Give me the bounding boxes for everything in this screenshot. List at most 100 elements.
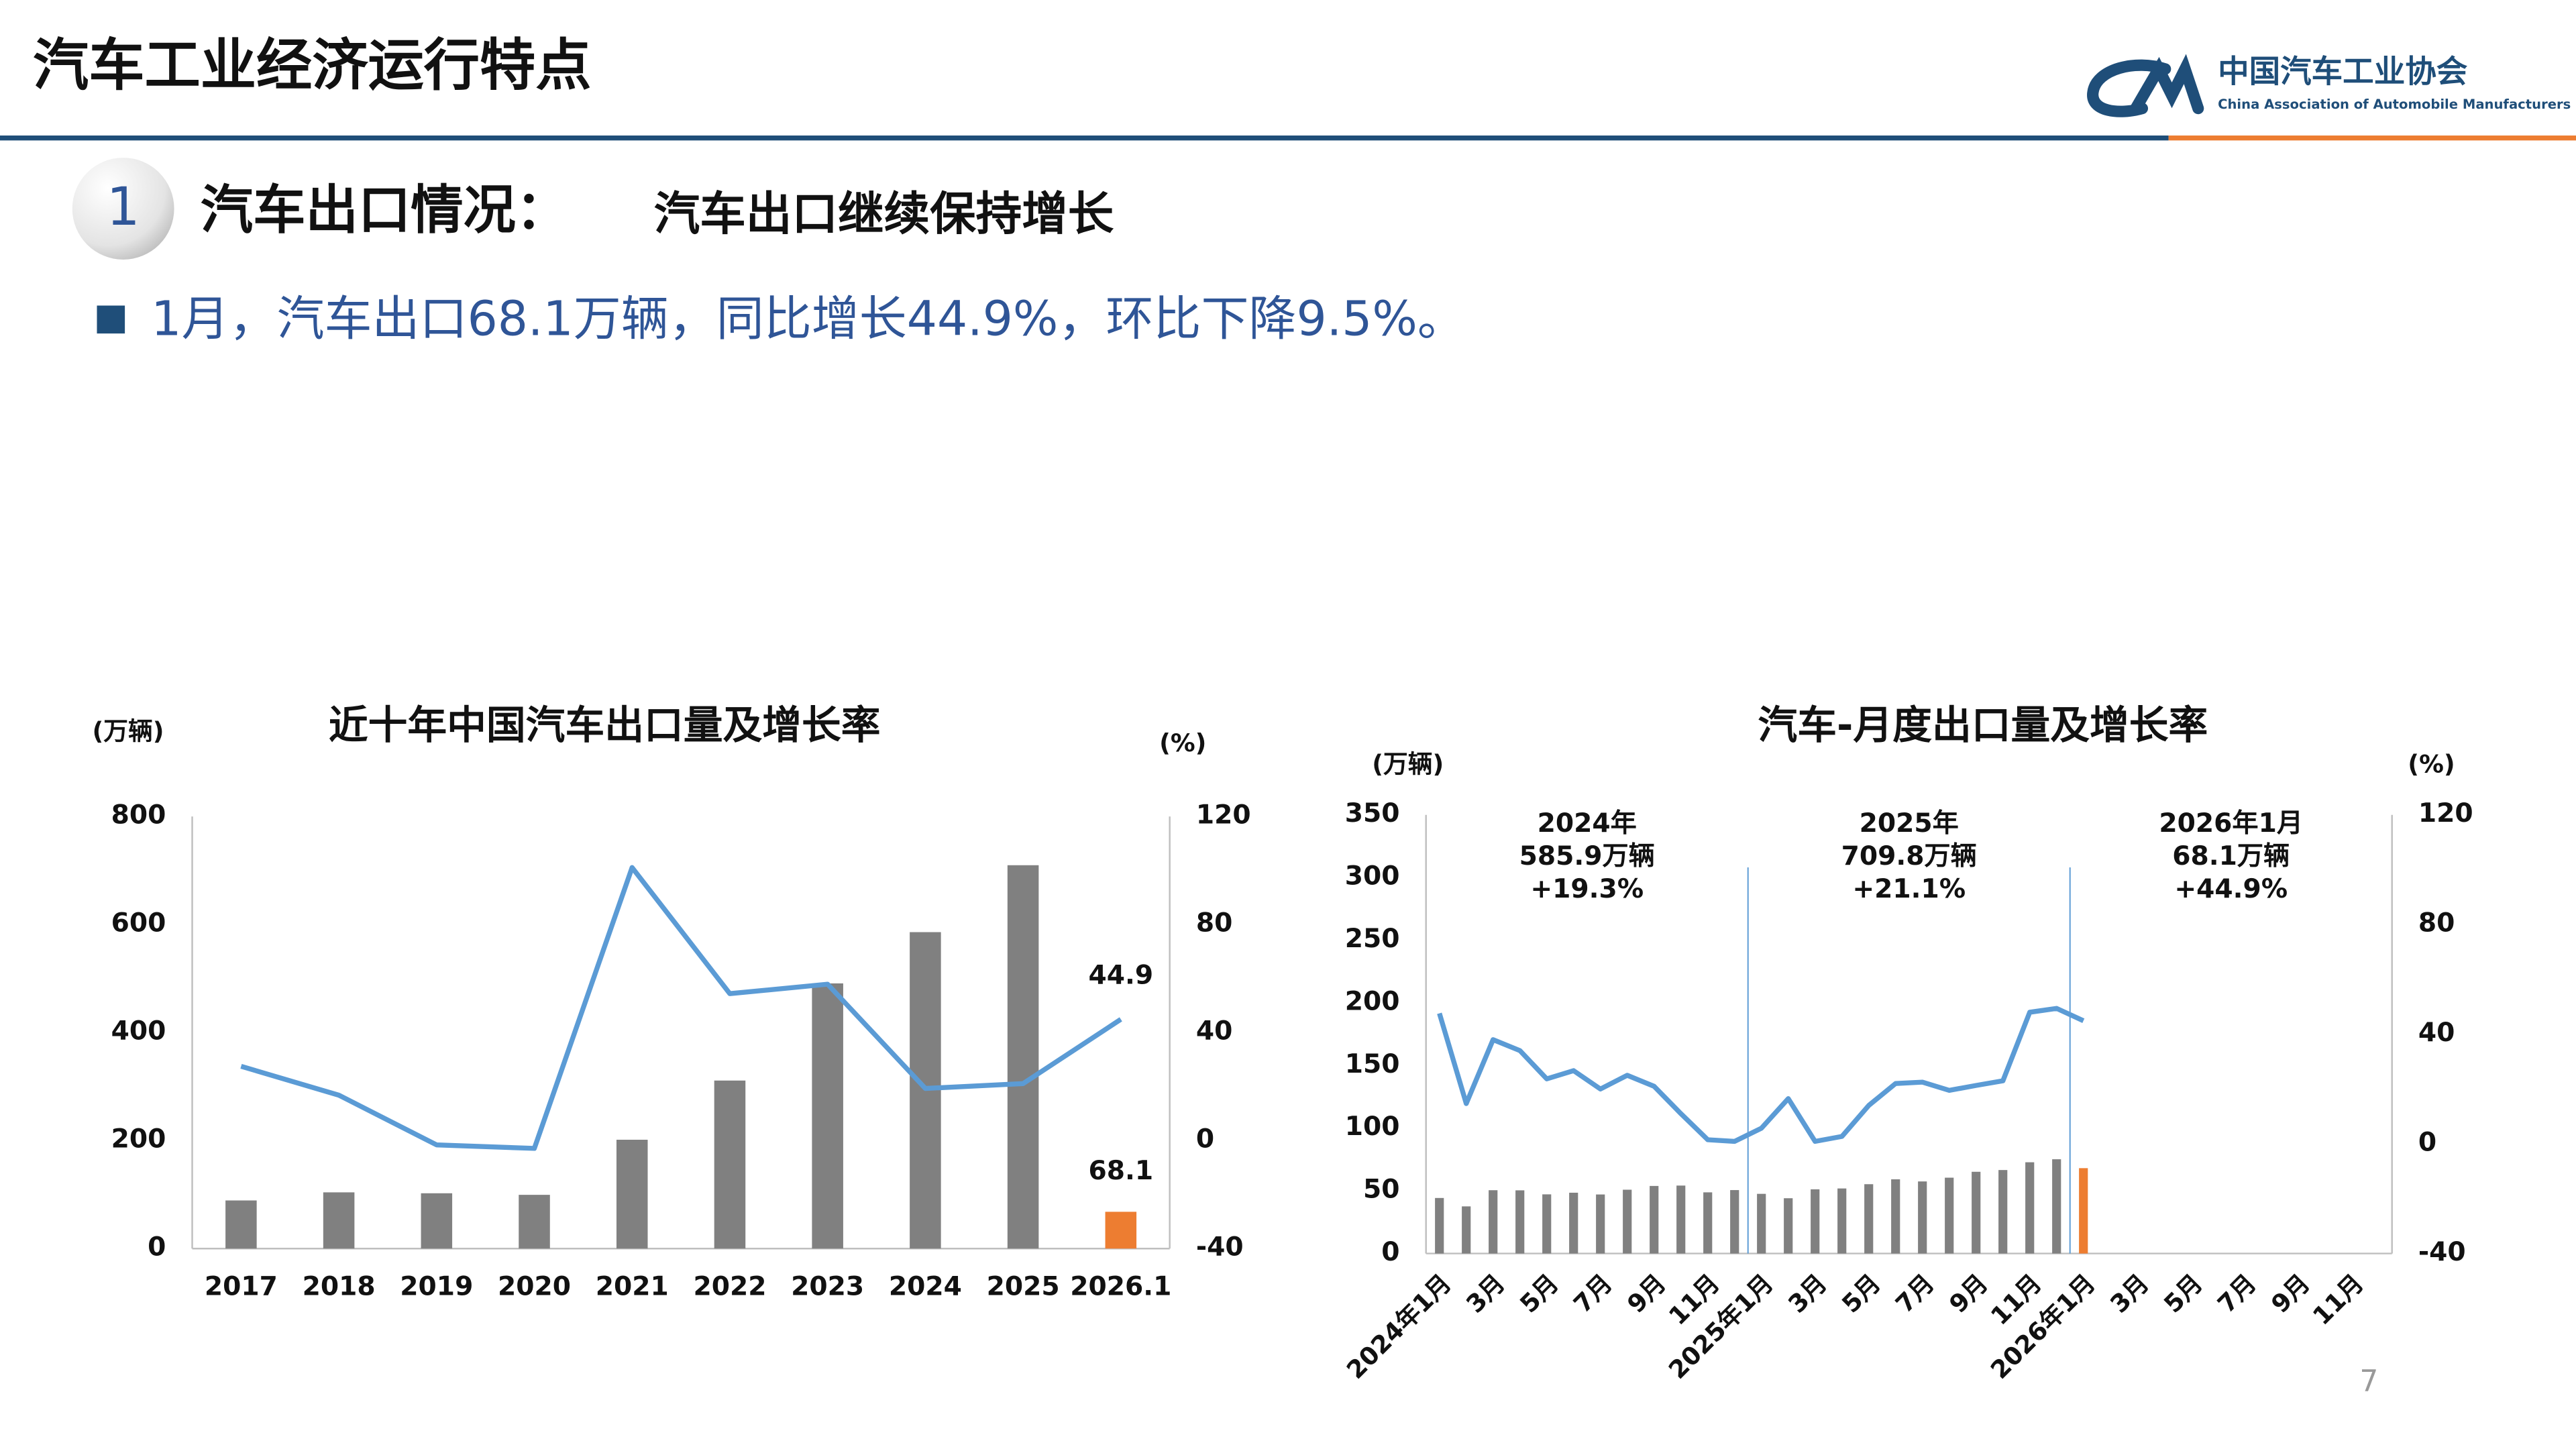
bar	[1435, 1197, 1444, 1254]
x-tick-label: 7月	[2212, 1269, 2261, 1318]
bar	[1489, 1190, 1498, 1254]
y2-tick-label: 40	[1196, 1016, 1233, 1046]
y-axis-label: (万辆)	[93, 717, 164, 746]
data-label: 68.1	[1088, 1156, 1153, 1186]
bar	[225, 1200, 257, 1249]
x-tick-label: 3月	[2104, 1269, 2154, 1318]
y-tick-label: 150	[1345, 1049, 1400, 1079]
bar	[1569, 1192, 1578, 1254]
line-series	[240, 865, 1122, 1151]
y2-axis-label: (%)	[2408, 750, 2455, 779]
y2-tick-label: 40	[2418, 1018, 2455, 1048]
y-tick-label: 400	[111, 1016, 166, 1046]
bar	[1972, 1171, 1981, 1254]
bar	[1757, 1193, 1766, 1254]
x-tick-label: 3月	[1782, 1269, 1832, 1318]
bar	[1007, 865, 1039, 1249]
bar	[616, 1139, 648, 1249]
bar	[1864, 1184, 1874, 1254]
logo	[2087, 54, 2204, 117]
section-subheading: 汽车出口继续保持增长	[654, 187, 1114, 241]
bar	[1515, 1190, 1525, 1254]
x-tick-label: 7月	[1568, 1269, 1617, 1318]
y-tick-label: 0	[148, 1232, 166, 1263]
y-tick-label: 600	[111, 908, 166, 938]
x-tick-label: 2023	[791, 1272, 864, 1302]
x-tick-label: 2024年1月	[1341, 1269, 1457, 1385]
x-tick-label: 11月	[2307, 1269, 2369, 1331]
annotation: 2026年1月	[2159, 808, 2303, 839]
bar	[1650, 1185, 1659, 1254]
y-tick-label: 200	[111, 1124, 166, 1155]
bar	[1945, 1177, 1954, 1254]
x-tick-label: 2020	[498, 1272, 571, 1302]
x-tick-label: 5月	[2158, 1269, 2208, 1318]
bar	[1703, 1192, 1713, 1254]
y2-axis-label: (%)	[1159, 729, 1206, 757]
bar	[2052, 1159, 2061, 1254]
bar	[1623, 1189, 1632, 1254]
bar	[1998, 1170, 2008, 1254]
x-tick-label: 2017	[205, 1272, 278, 1302]
annotation: +21.1%	[1852, 874, 1966, 904]
bar	[1105, 1212, 1137, 1249]
y-tick-label: 200	[1345, 986, 1400, 1016]
y2-tick-label: 80	[1196, 908, 1233, 938]
bullet-text: 1月，汽车出口68.1万辆，同比增长44.9%，环比下降9.5%。	[151, 291, 1465, 347]
bar	[2079, 1168, 2088, 1254]
y2-tick-label: -40	[2418, 1237, 2466, 1267]
annotation: +44.9%	[2174, 874, 2288, 904]
line-series	[1437, 1006, 2085, 1144]
y2-tick-label: 120	[2418, 798, 2473, 828]
slide-title: 汽车工业经济运行特点	[33, 33, 592, 98]
bar	[1676, 1185, 1686, 1254]
y-tick-label: 800	[111, 800, 166, 830]
annotation: 709.8万辆	[1841, 841, 1977, 871]
bar	[1837, 1188, 1847, 1254]
y2-tick-label: -40	[1196, 1232, 1244, 1263]
bar	[1918, 1181, 1927, 1254]
x-tick-label: 2026.1	[1070, 1272, 1171, 1302]
bar	[323, 1192, 355, 1249]
x-tick-label: 2019	[400, 1272, 473, 1302]
bar	[1542, 1194, 1552, 1254]
bar	[1596, 1194, 1605, 1254]
chart-title: 汽车-月度出口量及增长率	[1758, 702, 2208, 748]
annotation: +19.3%	[1530, 874, 1644, 904]
x-tick-label: 2022	[693, 1272, 766, 1302]
y-tick-label: 0	[1381, 1237, 1399, 1267]
bar	[421, 1193, 453, 1249]
x-tick-label: 5月	[1514, 1269, 1564, 1318]
y-tick-label: 300	[1345, 861, 1400, 892]
section-number: 1	[107, 176, 140, 237]
org-name: 中国汽车工业协会	[2218, 54, 2468, 90]
x-tick-label: 2018	[303, 1272, 376, 1302]
x-tick-label: 3月	[1460, 1269, 1510, 1318]
y2-tick-label: 0	[2418, 1128, 2436, 1158]
page-number: 7	[2359, 1364, 2378, 1399]
annotation: 585.9万辆	[1519, 841, 1655, 871]
x-tick-label: 7月	[1890, 1269, 1939, 1318]
section-badge	[72, 158, 174, 260]
bar	[1462, 1206, 1471, 1254]
bar	[1784, 1198, 1793, 1254]
y-tick-label: 50	[1363, 1175, 1400, 1205]
bar	[1730, 1190, 1739, 1254]
x-tick-label: 5月	[1836, 1269, 1886, 1318]
y-tick-label: 250	[1345, 924, 1400, 954]
annotation: 2024年	[1538, 808, 1637, 839]
y-axis-label: (万辆)	[1372, 750, 1444, 779]
bar	[812, 983, 843, 1249]
org-name-en: China Association of Automobile Manufact…	[2218, 97, 2571, 112]
y2-tick-label: 80	[2418, 908, 2455, 938]
x-tick-label: 2025	[987, 1272, 1060, 1302]
x-tick-label: 2024	[889, 1272, 962, 1302]
data-label: 44.9	[1088, 960, 1153, 990]
y2-tick-label: 0	[1196, 1124, 1214, 1155]
x-tick-label: 2021	[596, 1272, 669, 1302]
annotation: 2025年	[1860, 808, 1959, 839]
y-tick-label: 100	[1345, 1112, 1400, 1142]
y2-tick-label: 120	[1196, 800, 1251, 830]
y-tick-label: 350	[1345, 798, 1400, 828]
